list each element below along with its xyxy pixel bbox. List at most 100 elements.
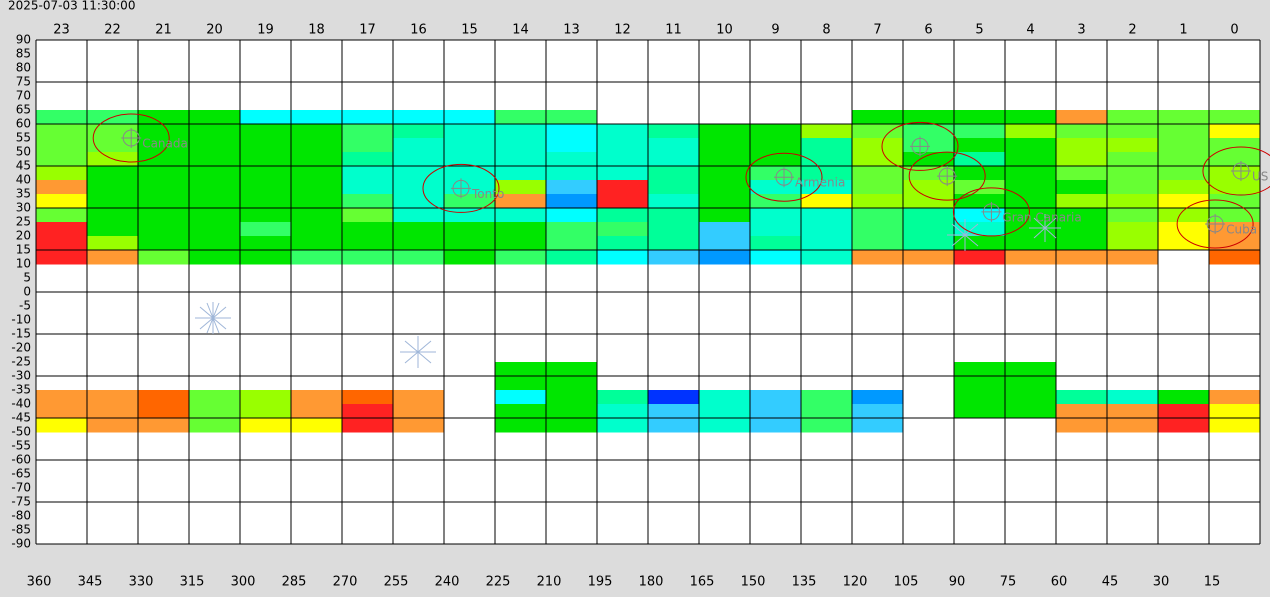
cell — [444, 152, 496, 167]
cell — [546, 124, 598, 139]
cell — [903, 166, 955, 181]
cell — [240, 166, 292, 181]
cell — [291, 390, 343, 405]
x-tick-label: 60 — [1051, 575, 1068, 590]
cell — [1209, 236, 1261, 251]
cell — [240, 250, 292, 265]
cell — [648, 166, 700, 181]
cell — [444, 166, 496, 181]
cell — [903, 194, 955, 209]
cell — [1005, 194, 1057, 209]
cell — [954, 250, 1006, 265]
marker-label: Cuba — [1226, 222, 1257, 236]
cell — [1056, 250, 1108, 265]
cell — [36, 208, 88, 223]
cell — [546, 208, 598, 223]
cell — [87, 166, 139, 181]
cell — [1005, 250, 1057, 265]
cell — [750, 138, 802, 153]
hour-label: 23 — [53, 23, 70, 38]
cell — [495, 194, 547, 209]
cell — [648, 138, 700, 153]
x-tick-label: 210 — [537, 575, 562, 590]
burst — [947, 219, 983, 251]
cell — [546, 194, 598, 209]
y-tick-label: 55 — [16, 131, 31, 145]
cell — [852, 152, 904, 167]
x-tick-label: 45 — [1102, 575, 1119, 590]
hour-label: 0 — [1230, 23, 1238, 38]
cell — [546, 166, 598, 181]
cell — [1056, 222, 1108, 237]
cell — [36, 222, 88, 237]
y-tick-label: 50 — [16, 145, 31, 159]
cell — [546, 362, 598, 377]
cell — [342, 208, 394, 223]
cell — [801, 250, 853, 265]
heatmap — [36, 110, 1261, 433]
markers: Canada Tonto Armenia Gran Canaria US Cuba — [92, 113, 1270, 249]
cell — [138, 194, 190, 209]
grid — [35, 39, 1261, 545]
cell — [240, 390, 292, 405]
marker-ellipse — [92, 113, 170, 163]
cell — [954, 138, 1006, 153]
cell — [546, 390, 598, 405]
cell — [597, 180, 649, 195]
location-marker: Canada — [92, 113, 188, 163]
y-tick-label: 15 — [16, 243, 31, 257]
cell — [342, 124, 394, 139]
cell — [393, 404, 445, 419]
cell — [852, 418, 904, 433]
cell — [495, 110, 547, 125]
cell — [801, 418, 853, 433]
cell — [1056, 404, 1108, 419]
hour-label: 6 — [924, 23, 932, 38]
cell — [495, 250, 547, 265]
y-tick-label: -90 — [11, 537, 31, 551]
cell — [903, 110, 955, 125]
hour-label: 9 — [771, 23, 779, 38]
cell — [648, 250, 700, 265]
cell — [699, 222, 751, 237]
cell — [1209, 194, 1261, 209]
y-tick-label: 75 — [16, 75, 31, 89]
cell — [36, 124, 88, 139]
hour-label: 2 — [1128, 23, 1136, 38]
cell — [36, 152, 88, 167]
cell — [1005, 110, 1057, 125]
hour-label: 3 — [1077, 23, 1085, 38]
cell — [495, 208, 547, 223]
cell — [189, 194, 241, 209]
cell — [1209, 390, 1261, 405]
marker-ellipse — [1176, 199, 1254, 249]
cell — [495, 390, 547, 405]
cell — [852, 208, 904, 223]
cell — [699, 166, 751, 181]
cell — [903, 124, 955, 139]
cell — [954, 404, 1006, 419]
timestamp: 2025-07-03 11:30:00 — [8, 0, 135, 13]
cell — [1209, 180, 1261, 195]
cell — [1158, 138, 1210, 153]
cell — [342, 250, 394, 265]
cell — [1107, 222, 1159, 237]
marker-ellipse — [952, 187, 1030, 237]
cell — [393, 166, 445, 181]
cell — [240, 110, 292, 125]
cell — [393, 418, 445, 433]
cell — [1005, 124, 1057, 139]
location-marker: Armenia — [745, 152, 845, 202]
cell — [444, 222, 496, 237]
cell — [393, 138, 445, 153]
hour-label: 21 — [155, 23, 172, 38]
cell — [597, 404, 649, 419]
x-tick-label: 195 — [588, 575, 613, 590]
cell — [444, 250, 496, 265]
cell — [801, 208, 853, 223]
cell — [138, 404, 190, 419]
cell — [189, 418, 241, 433]
cell — [87, 124, 139, 139]
cell — [852, 166, 904, 181]
